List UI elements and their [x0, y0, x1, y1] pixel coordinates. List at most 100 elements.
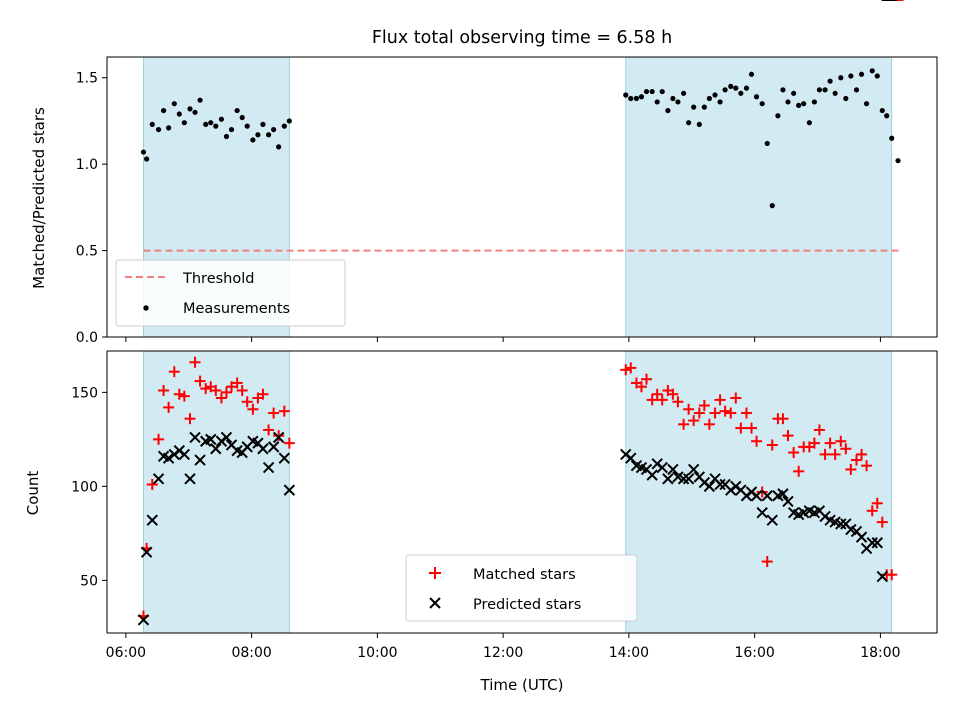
cross-b	[824, 514, 836, 526]
cross-b	[194, 454, 206, 466]
matched-stars-points	[137, 0, 904, 622]
predicted-star-point	[283, 484, 296, 496]
predicted-star-point	[866, 537, 878, 549]
cross-b	[272, 431, 285, 444]
matched-star-point	[698, 400, 710, 412]
measurement-point	[753, 94, 760, 100]
legend-measurements-swatch	[143, 305, 149, 311]
matched-star-point	[719, 405, 731, 417]
matched-star-point	[851, 454, 863, 466]
matched-star-point	[158, 384, 170, 396]
measurement-point	[155, 126, 162, 133]
matched-star-point	[247, 403, 259, 415]
cross-b	[146, 514, 158, 526]
matched-star-point	[714, 394, 726, 406]
y-tick-label: 100	[71, 479, 98, 495]
cross-b	[184, 473, 196, 485]
predicted-star-point	[766, 514, 778, 526]
matched-star-point	[746, 422, 758, 434]
cross-b	[252, 437, 264, 449]
legend-threshold-label: Threshold	[182, 271, 254, 287]
measurement-point	[675, 99, 681, 105]
top-legend-box	[115, 259, 346, 327]
cross-b	[225, 439, 238, 451]
measurement-point	[223, 133, 230, 140]
matched-star-point	[725, 407, 737, 419]
cross-b	[162, 452, 175, 464]
predicted-star-point	[782, 495, 794, 508]
measurement-point	[796, 102, 802, 108]
measurement-point	[879, 107, 885, 114]
matched-star-point	[819, 448, 831, 460]
cross-b	[761, 490, 773, 502]
predicted-star-point	[189, 431, 201, 444]
matched-star-point	[651, 388, 663, 400]
cross-b	[714, 478, 726, 491]
cross-b	[677, 473, 690, 485]
cross-b	[687, 463, 700, 476]
matched-star-point	[835, 435, 847, 447]
cross-b	[140, 546, 153, 558]
matched-star-point	[194, 375, 206, 387]
predicted-star-point	[625, 452, 637, 464]
predicted-star-point	[220, 431, 233, 444]
matched-star-point	[793, 465, 805, 477]
matched-star-point	[236, 384, 248, 396]
measurement-point	[171, 101, 177, 107]
matched-star-point	[876, 516, 888, 528]
matched-star-point	[210, 384, 222, 396]
measurement-point	[638, 94, 645, 100]
measurement-point	[816, 87, 823, 93]
cross-b	[157, 450, 170, 462]
measurement-point	[759, 101, 765, 107]
top-y-axis-ticks: 0.0 0.5 1.0 1.5	[76, 71, 107, 346]
measurement-point	[234, 107, 240, 114]
matched-star-point	[163, 401, 175, 413]
cross-b	[693, 471, 706, 483]
cross-b	[646, 469, 658, 481]
top-plot-frame	[106, 56, 938, 338]
measurement-point	[213, 123, 219, 129]
predicted-star-point	[714, 478, 726, 491]
measurement-point	[806, 120, 812, 126]
matched-star-point	[788, 447, 800, 459]
measurement-point	[717, 99, 723, 105]
shaded-window-2	[625, 56, 893, 338]
predicted-star-point	[656, 461, 668, 474]
matched-star-point	[845, 463, 857, 475]
measurement-point	[869, 68, 875, 74]
measurement-point	[244, 123, 250, 129]
measurement-point	[801, 101, 807, 107]
measurement-point	[239, 114, 245, 121]
measurement-points	[140, 68, 901, 209]
cross-b	[656, 461, 668, 474]
measurement-point	[250, 137, 256, 143]
x-tick-label: 10:00	[357, 645, 397, 661]
measurement-point	[633, 95, 640, 102]
cross-b	[703, 480, 716, 493]
matched-star-point	[283, 437, 295, 449]
measurement-point	[843, 95, 849, 102]
predicted-star-point	[194, 454, 206, 466]
cross-b	[640, 463, 653, 476]
measurement-point	[884, 113, 890, 119]
measurement-point	[276, 144, 282, 150]
measurement-point	[895, 158, 901, 164]
matched-star-point	[761, 556, 773, 568]
predicted-star-point	[140, 546, 153, 558]
matched-star-point	[273, 430, 285, 442]
predicted-star-point	[761, 490, 773, 502]
cross-b	[813, 505, 826, 517]
cross-b	[850, 525, 863, 538]
predicted-star-point	[703, 480, 716, 493]
predicted-star-point	[146, 514, 158, 526]
legend-matched-label: Matched stars	[473, 567, 576, 583]
matched-star-point	[735, 422, 747, 434]
cross-b	[152, 473, 165, 485]
x-tick-label: 14:00	[609, 645, 649, 661]
measurement-point	[265, 132, 272, 138]
measurement-point	[680, 90, 687, 96]
cross-b	[876, 570, 889, 583]
measurement-point	[853, 87, 860, 93]
y-tick-label: 150	[71, 385, 98, 401]
